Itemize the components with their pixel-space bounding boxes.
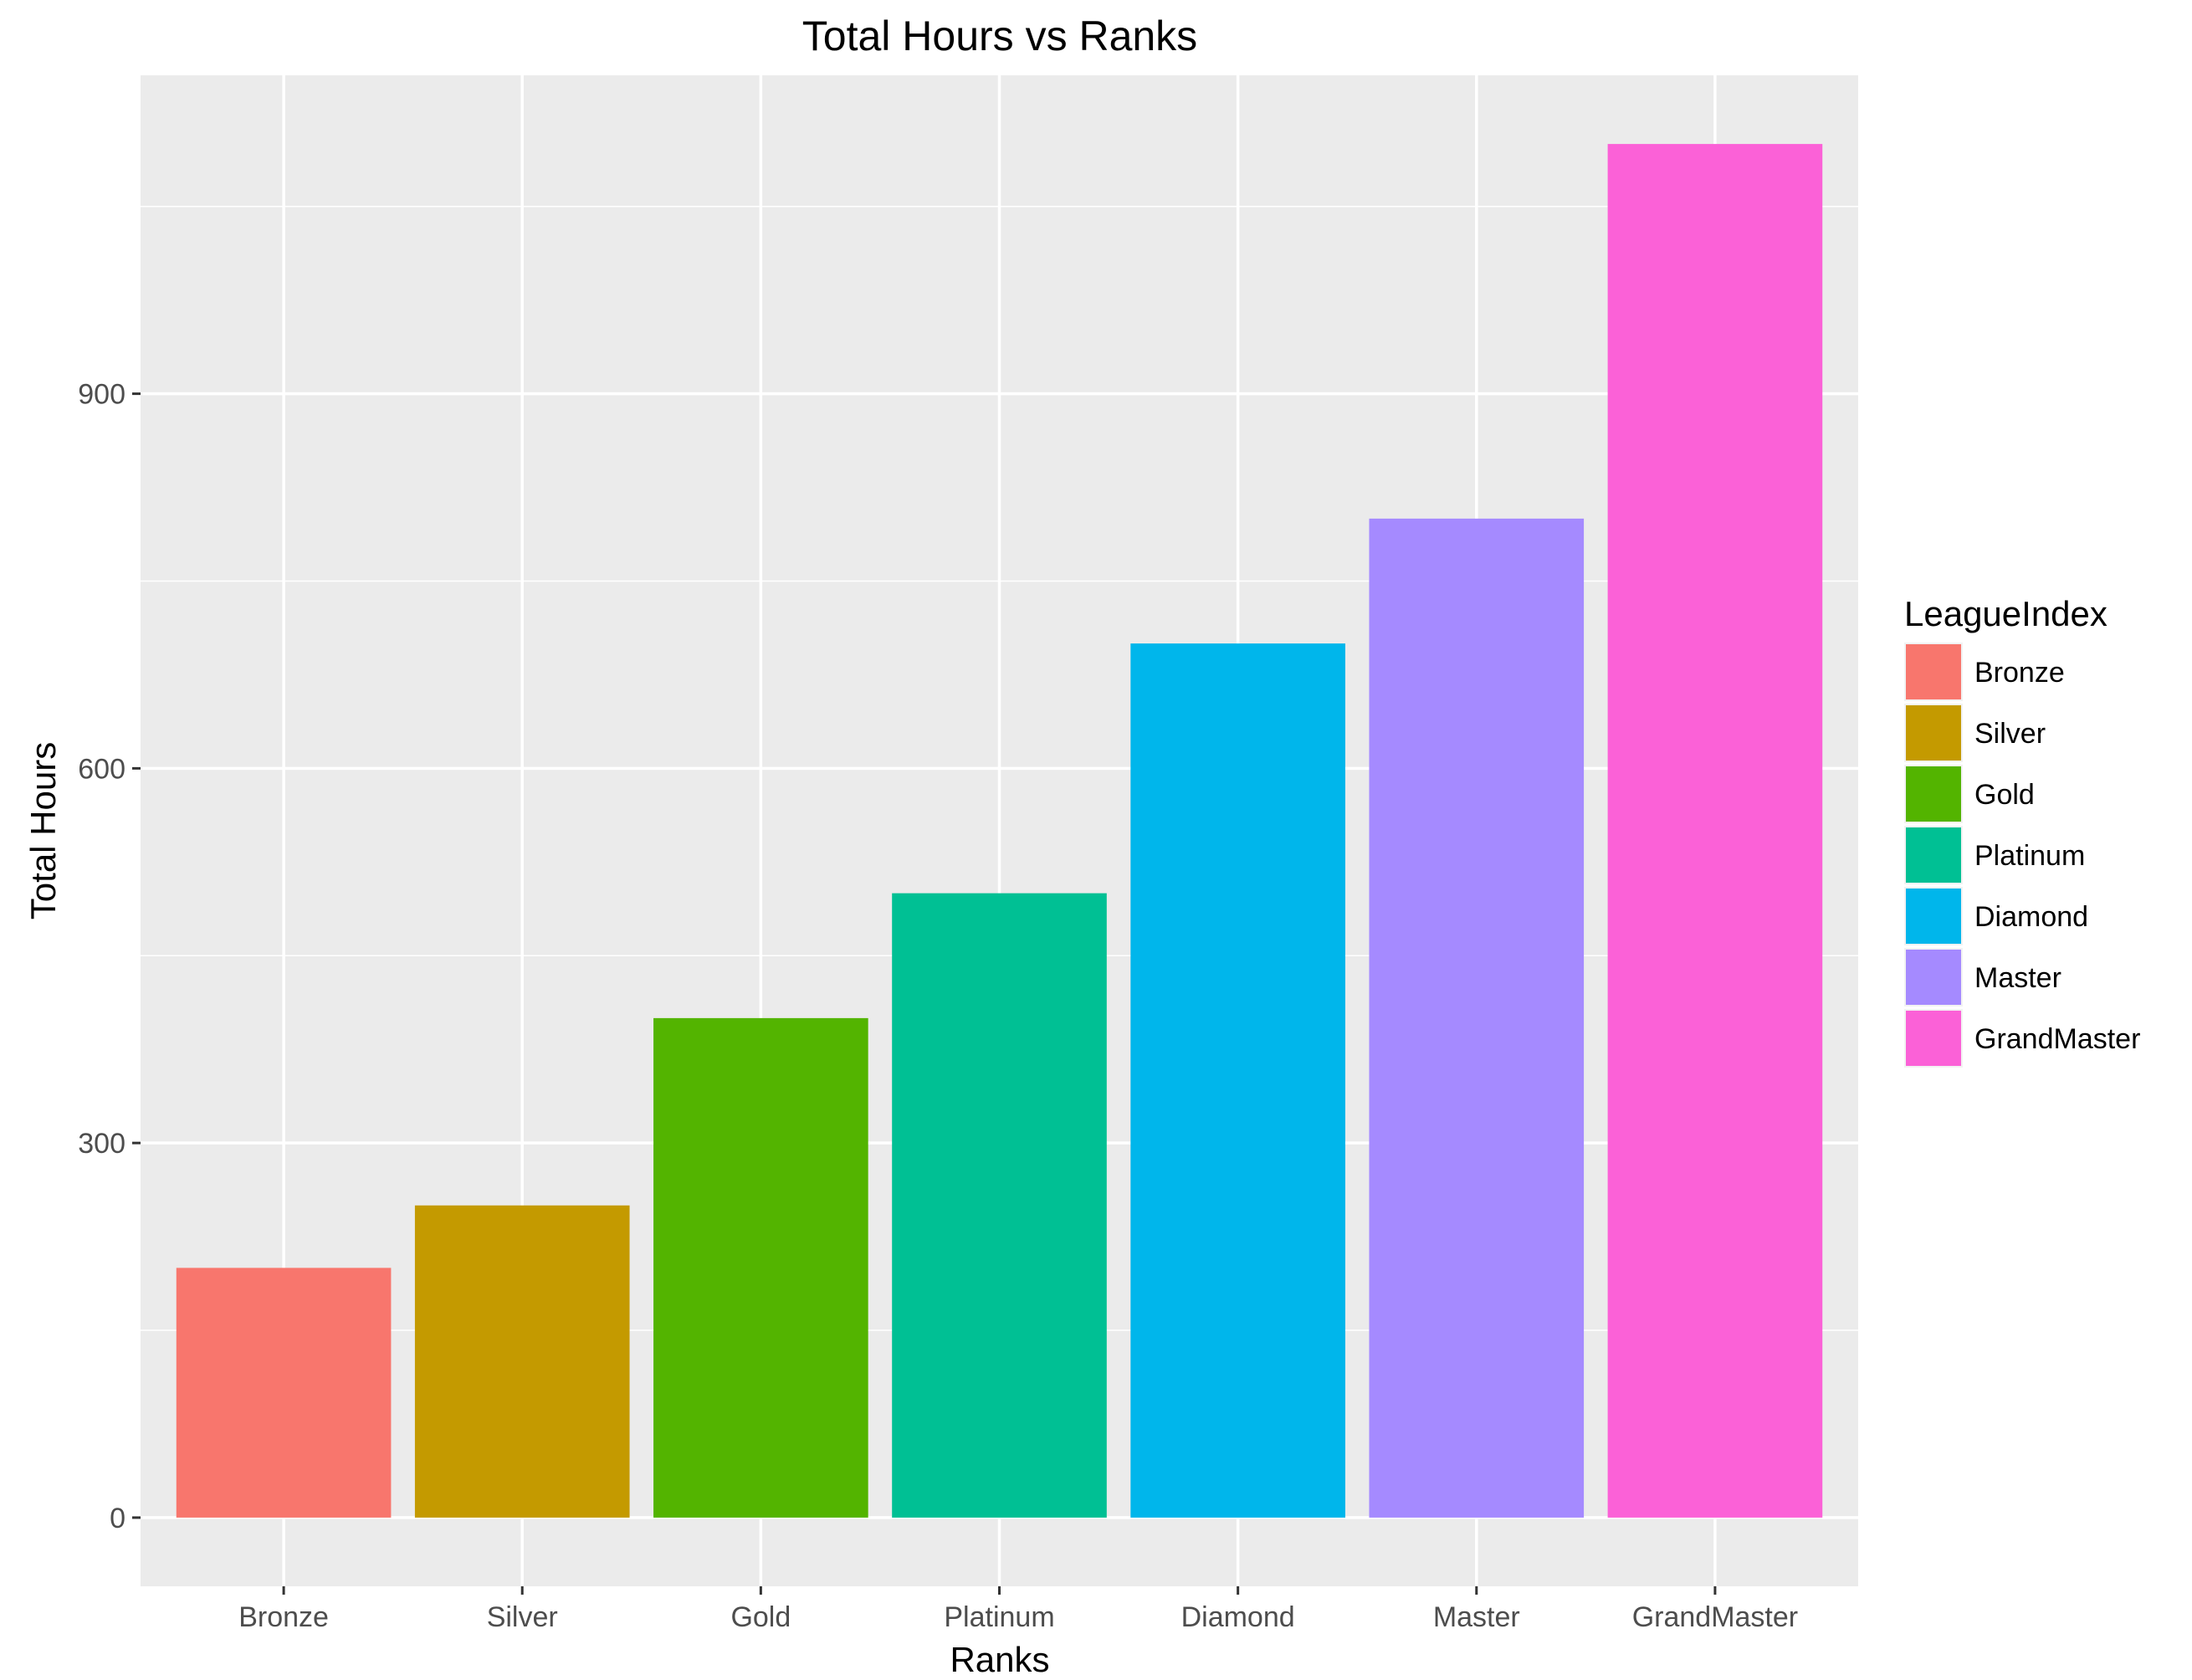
legend-key-silver [1906, 705, 1961, 761]
y-tick-label: 900 [78, 379, 125, 411]
bar-bronze [176, 1268, 392, 1518]
legend-label-bronze: Bronze [1974, 657, 2065, 689]
bar-platinum [892, 893, 1107, 1518]
x-tick-label: Diamond [1181, 1601, 1295, 1633]
bar-master [1369, 518, 1585, 1518]
legend-label-diamond: Diamond [1974, 901, 2088, 933]
y-axis: 0 300 600 900 [78, 379, 141, 1534]
legend-key-diamond [1906, 889, 1961, 944]
legend-key-bronze [1906, 644, 1961, 699]
x-axis-title: Ranks [950, 1640, 1049, 1679]
y-tick-label: 300 [78, 1128, 125, 1160]
legend-label-silver: Silver [1974, 718, 2046, 750]
bar-gold [653, 1017, 868, 1518]
x-tick-label: Bronze [238, 1601, 329, 1633]
x-tick-label: GrandMaster [1632, 1601, 1798, 1633]
legend-key-gold [1906, 766, 1961, 822]
bar-diamond [1130, 643, 1345, 1518]
y-tick-label: 600 [78, 753, 125, 785]
bar-grandmaster [1607, 144, 1823, 1518]
x-tick-label: Platinum [944, 1601, 1054, 1633]
y-tick-label: 0 [110, 1503, 125, 1534]
legend-key-platinum [1906, 827, 1961, 883]
legend-label-grandmaster: GrandMaster [1974, 1023, 2140, 1055]
x-tick-label: Master [1433, 1601, 1520, 1633]
legend-key-master [1906, 950, 1961, 1005]
x-tick-label: Gold [730, 1601, 791, 1633]
legend-label-platinum: Platinum [1974, 840, 2085, 872]
y-axis-title: Total Hours [23, 742, 63, 919]
legend-title: LeagueIndex [1904, 594, 2107, 633]
bar-silver [414, 1205, 630, 1518]
x-axis: Bronze Silver Gold Platinum Diamond Master Gra… [238, 1586, 1798, 1633]
legend-label-gold: Gold [1974, 779, 2035, 811]
legend-label-master: Master [1974, 962, 2061, 994]
legend: LeagueIndex Bronze Silver Gold Platinum Diam… [1904, 594, 2140, 1068]
bars [176, 144, 1823, 1518]
legend-key-grandmaster [1906, 1011, 1961, 1066]
chart-title: Total Hours vs Ranks [802, 13, 1197, 59]
x-tick-label: Silver [487, 1601, 558, 1633]
